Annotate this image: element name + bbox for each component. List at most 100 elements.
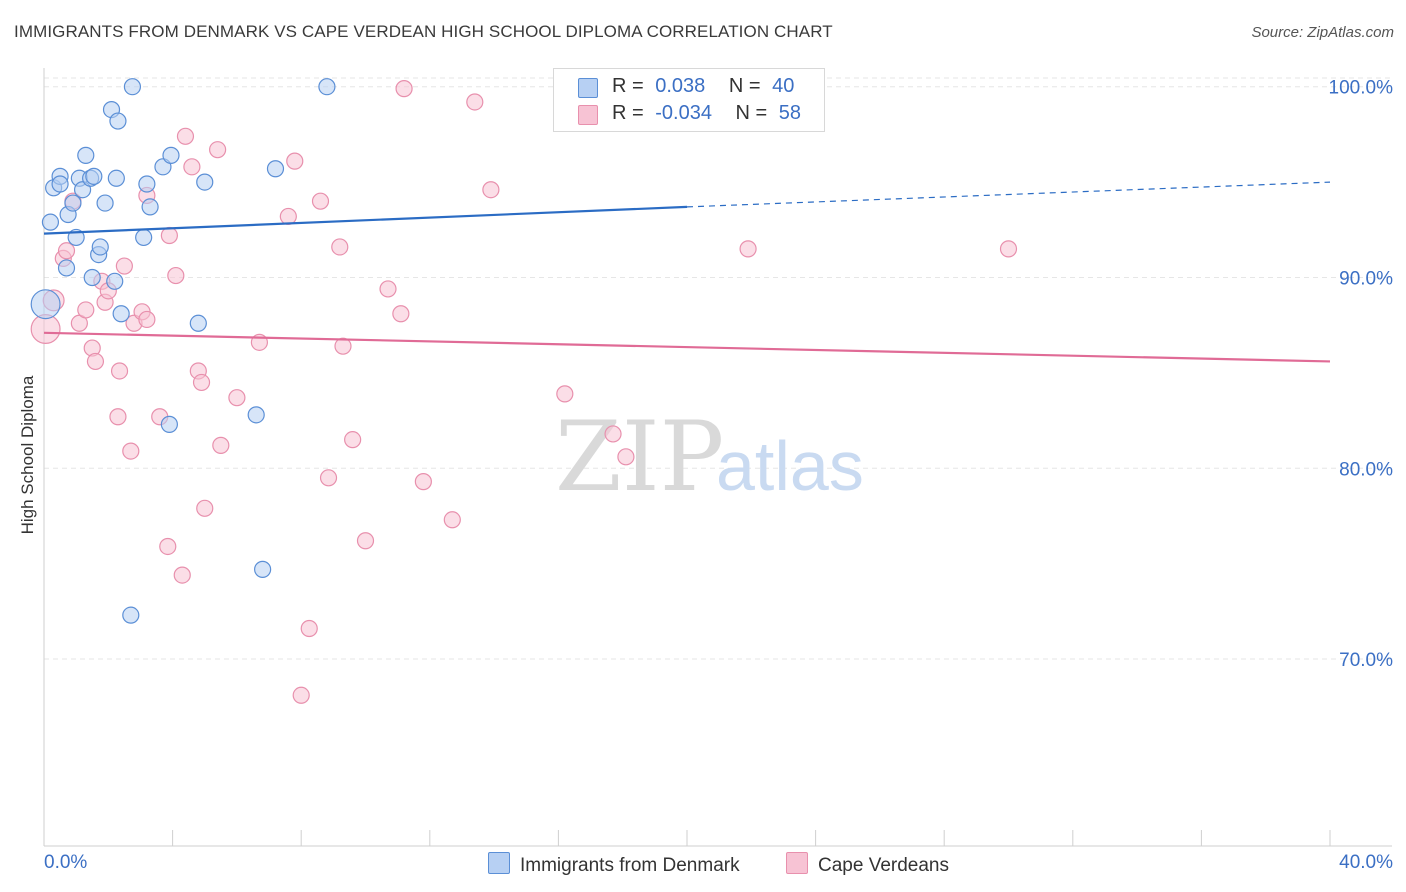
cape-verdeans-point: [414, 473, 432, 491]
legend-swatch-pink: [578, 105, 598, 125]
denmark-point: [254, 560, 272, 578]
denmark-point: [51, 175, 69, 193]
bottom-legend-swatch-pink: [786, 852, 808, 874]
cape-verdeans-point: [300, 619, 318, 638]
cape-verdeans-point: [319, 469, 338, 487]
chart-title: IMMIGRANTS FROM DENMARK VS CAPE VERDEAN …: [14, 22, 833, 41]
cape-verdeans-point: [344, 431, 362, 449]
cape-verdeans-point: [392, 305, 410, 323]
cape-verdeans-trend-line: [43, 331, 1331, 363]
denmark-point: [30, 289, 61, 320]
cape-verdeans-point: [173, 566, 191, 584]
x-tick-label-max: 40.0%: [1339, 852, 1393, 873]
denmark-point: [106, 272, 124, 290]
y-tick-label: 70.0%: [1339, 650, 1393, 671]
watermark-zip: ZIP: [555, 401, 724, 513]
legend-n-value: 40: [772, 75, 795, 97]
cape-verdeans-point: [160, 226, 178, 245]
axes: [43, 68, 1392, 847]
legend-n-label: N =: [735, 102, 768, 124]
denmark-point: [96, 194, 114, 212]
denmark-point: [123, 78, 142, 96]
cape-verdeans-point: [183, 158, 201, 176]
denmark-point: [109, 112, 127, 130]
legend-r-label: R =: [612, 102, 644, 124]
trend-lines: [43, 181, 1331, 363]
cape-verdeans-point: [122, 442, 140, 460]
legend-r-value: 0.038: [655, 75, 706, 97]
cape-verdeans-point: [311, 192, 330, 210]
cape-verdeans-point: [604, 425, 622, 443]
source-label: Source: ZipAtlas.com: [1251, 24, 1394, 41]
cape-verdeans-point: [209, 141, 227, 159]
denmark-point: [83, 268, 101, 287]
cape-verdeans-point: [286, 152, 304, 170]
cape-verdeans-point: [395, 80, 413, 98]
legend-r-label: R =: [612, 75, 644, 97]
bottom-legend-swatch-blue: [488, 852, 510, 874]
denmark-point: [135, 228, 153, 247]
y-tick-label: 90.0%: [1339, 268, 1393, 289]
cape-verdeans-point: [159, 537, 177, 556]
denmark-point: [77, 146, 95, 164]
cape-verdeans-point: [109, 408, 127, 426]
denmark-point: [112, 305, 130, 323]
x-tick-label-min: 0.0%: [44, 852, 88, 873]
denmark-point: [57, 259, 76, 277]
denmark-point: [91, 238, 109, 256]
watermark: ZIP atlas: [555, 401, 864, 513]
bottom-legend-cape-verdeans: Cape Verdeans: [786, 852, 949, 877]
cape-verdeans-point: [356, 532, 375, 550]
bottom-legend-label-denmark: Immigrants from Denmark: [520, 855, 740, 876]
cape-verdeans-point: [115, 257, 133, 275]
y-tick-labels: 70.0% 80.0% 90.0% 100.0%: [1329, 78, 1394, 671]
denmark-point: [122, 606, 140, 624]
cape-verdeans-point: [739, 240, 757, 258]
denmark-point: [266, 160, 285, 178]
denmark-points: [30, 78, 651, 624]
denmark-point: [162, 146, 180, 164]
cape-verdeans-point: [57, 242, 76, 260]
gridlines: [44, 77, 1392, 660]
bottom-legend-label-cape-verdeans: Cape Verdeans: [818, 855, 949, 876]
cape-verdeans-points: [30, 80, 1018, 704]
denmark-point: [247, 406, 265, 424]
denmark-trend-line: [43, 205, 688, 235]
cape-verdeans-point: [379, 280, 397, 298]
legend-r-value: -0.034: [655, 102, 712, 124]
cape-verdeans-point: [279, 207, 297, 226]
denmark-point: [138, 175, 156, 193]
legend-n-value: 58: [778, 102, 802, 124]
denmark-trend-extension: [686, 181, 1331, 208]
cape-verdeans-point: [292, 686, 310, 704]
denmark-point: [64, 194, 82, 212]
y-tick-label: 80.0%: [1339, 459, 1393, 480]
cape-verdeans-point: [482, 181, 500, 199]
cape-verdeans-point: [86, 352, 105, 371]
cape-verdeans-point: [192, 373, 211, 392]
legend-n-label: N =: [728, 75, 761, 97]
denmark-point: [318, 78, 336, 96]
cape-verdeans-point: [443, 511, 461, 529]
cape-verdeans-point: [196, 499, 214, 517]
legend-swatch-blue: [578, 78, 598, 98]
cape-verdeans-point: [617, 448, 635, 466]
denmark-point: [107, 169, 125, 187]
denmark-point: [41, 213, 60, 231]
denmark-point: [85, 167, 103, 185]
cape-verdeans-point: [466, 93, 484, 111]
y-tick-label: 100.0%: [1329, 78, 1394, 99]
cape-verdeans-point: [212, 436, 230, 454]
denmark-point: [189, 314, 207, 332]
cape-verdeans-point: [334, 337, 352, 355]
stats-legend: R = 0.038 N = 40 R = -0.034 N = 58: [553, 68, 825, 132]
denmark-point: [141, 198, 159, 216]
cape-verdeans-point: [556, 385, 574, 403]
denmark-point: [196, 173, 214, 191]
cape-verdeans-point: [77, 301, 95, 319]
denmark-point: [160, 415, 178, 433]
cape-verdeans-point: [176, 127, 195, 145]
bottom-legend-denmark: Immigrants from Denmark: [488, 852, 740, 877]
watermark-atlas: atlas: [716, 427, 864, 505]
